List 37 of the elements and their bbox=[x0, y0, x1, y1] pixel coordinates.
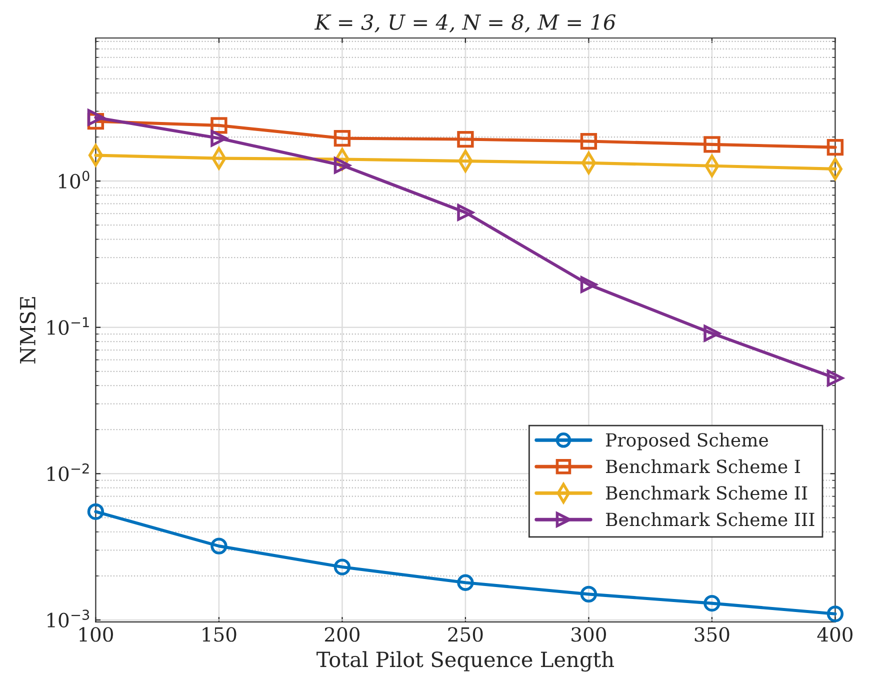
y-tick-label: 10$^{0}$ bbox=[58, 170, 90, 189]
point bbox=[457, 204, 474, 221]
point bbox=[580, 276, 598, 293]
point bbox=[334, 130, 351, 147]
y-tick-label: 10$^{−1}$ bbox=[48, 317, 89, 335]
x-tick-label: 250 bbox=[448, 627, 483, 642]
x-tick-label: 400 bbox=[817, 627, 852, 642]
legend-label: Benchmark Scheme III bbox=[606, 512, 814, 526]
x-axis-title: Total Pilot Sequence Length bbox=[316, 651, 614, 672]
y-tick-label: 10$^{−2}$ bbox=[48, 463, 89, 482]
point bbox=[210, 538, 228, 554]
y-axis-title: NMSE bbox=[20, 297, 36, 364]
point bbox=[210, 130, 228, 147]
y-tick-label: 10$^{−3}$ bbox=[48, 610, 90, 628]
x-tick-label: 300 bbox=[572, 627, 606, 642]
point bbox=[826, 370, 844, 386]
point bbox=[826, 139, 844, 156]
x-tick-label: 350 bbox=[694, 627, 730, 642]
point bbox=[87, 503, 104, 520]
point bbox=[826, 606, 844, 622]
chart-title: K = 3, U = 4, N = 8, M = 16 bbox=[314, 14, 616, 33]
legend-label: Proposed Scheme bbox=[606, 432, 768, 450]
point bbox=[580, 132, 598, 150]
legend-label: Benchmark Scheme I bbox=[606, 459, 800, 474]
legend-label: Benchmark Scheme II bbox=[606, 486, 808, 500]
point bbox=[334, 558, 351, 576]
x-tick-label: 200 bbox=[324, 627, 360, 642]
point bbox=[704, 594, 720, 612]
point bbox=[704, 325, 720, 342]
point bbox=[87, 109, 104, 126]
point bbox=[457, 130, 474, 148]
point bbox=[704, 136, 720, 153]
x-tick-label: 100 bbox=[80, 627, 113, 642]
point bbox=[457, 574, 474, 591]
point bbox=[334, 157, 351, 174]
point bbox=[580, 586, 598, 603]
x-tick-label: 150 bbox=[202, 627, 236, 642]
